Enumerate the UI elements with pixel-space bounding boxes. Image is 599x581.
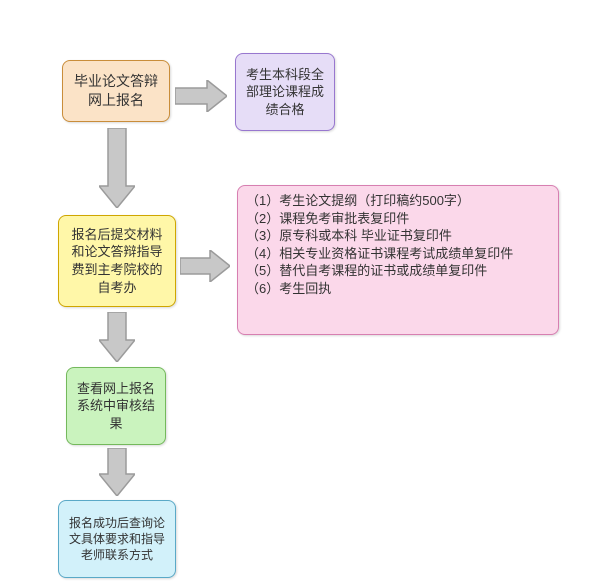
node-step4: 报名成功后查询论文具体要求和指导老师联系方式: [58, 500, 176, 578]
node-step4-label: 报名成功后查询论文具体要求和指导老师联系方式: [67, 515, 167, 564]
arrow-right-icon: [180, 250, 230, 282]
node-step2: 报名后提交材料和论文答辩指导费到主考院校的自考办: [58, 215, 176, 307]
arrow-down-icon: [99, 448, 135, 496]
node-sideB: （1）考生论文提纲（打印稿约500字） （2）课程免考审批表复印件 （3）原专科…: [237, 185, 559, 335]
node-sideA-label: 考生本科段全部理论课程成绩合格: [244, 66, 326, 119]
node-step1: 毕业论文答辩网上报名: [62, 60, 170, 122]
arrow-down-icon: [99, 312, 135, 362]
node-step2-label: 报名后提交材料和论文答辩指导费到主考院校的自考办: [67, 226, 167, 296]
node-sideA: 考生本科段全部理论课程成绩合格: [235, 53, 335, 131]
arrow-right-icon: [175, 80, 227, 112]
node-step1-label: 毕业论文答辩网上报名: [71, 72, 161, 110]
node-step3: 查看网上报名系统中审核结果: [66, 367, 166, 445]
node-step3-label: 查看网上报名系统中审核结果: [75, 380, 157, 433]
node-sideB-label: （1）考生论文提纲（打印稿约500字） （2）课程免考审批表复印件 （3）原专科…: [246, 192, 513, 297]
arrow-down-icon: [99, 128, 135, 208]
